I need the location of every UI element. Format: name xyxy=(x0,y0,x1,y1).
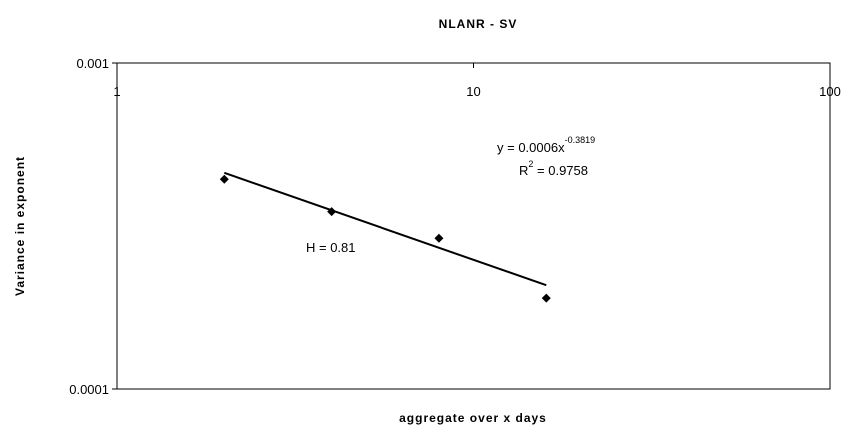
point xyxy=(219,174,229,184)
r-value: = 0.9758 xyxy=(533,163,588,178)
r-squared: R2 = 0.9758 xyxy=(519,159,588,178)
y-axis-label: Variance in exponent xyxy=(13,156,27,296)
trendline xyxy=(223,171,547,287)
y-tick-label: 0.001 xyxy=(76,56,109,71)
annotation: H = 0.81 xyxy=(306,240,356,255)
r-label: R xyxy=(519,163,528,178)
point xyxy=(327,207,337,217)
equation-text: y = 0.0006x xyxy=(497,140,565,155)
x-tick-label: 100 xyxy=(819,84,841,99)
x-axis-label: aggregate over x days xyxy=(399,411,547,425)
r-sup: 2 xyxy=(528,159,533,169)
point xyxy=(434,233,444,243)
x-tick-label: 10 xyxy=(466,84,480,99)
chart-title: NLANR - SV xyxy=(439,17,518,31)
x-tick-label: 1 xyxy=(113,84,120,99)
plot-frame xyxy=(116,62,831,390)
trendline-equation: y = 0.0006x-0.3819 xyxy=(497,135,595,155)
y-tick-label: 0.0001 xyxy=(69,382,109,397)
point xyxy=(541,293,551,303)
equation-exponent: -0.3819 xyxy=(565,135,596,145)
